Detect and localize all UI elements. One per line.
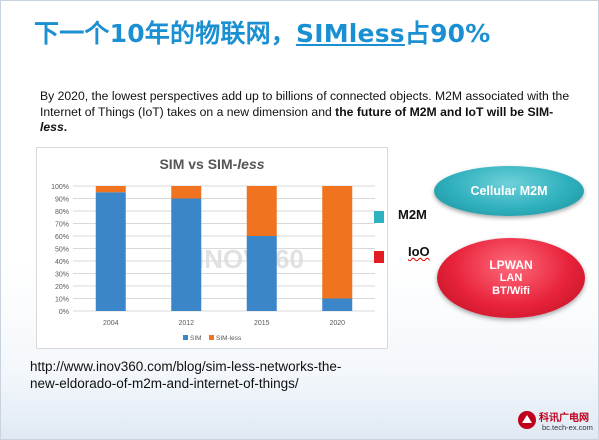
x-tick-label: 2015	[254, 320, 270, 327]
m2m-square-icon	[374, 211, 384, 223]
bar-simless-2012	[171, 186, 202, 199]
y-tick-label: 60%	[55, 234, 69, 241]
bar-sim-2020	[322, 298, 353, 311]
bar-sim-2012	[171, 198, 202, 311]
legend-swatch	[209, 335, 214, 340]
y-tick-label: 100%	[51, 184, 69, 191]
cellular-m2m-ellipse: Cellular M2M	[434, 166, 584, 216]
y-tick-label: 50%	[55, 247, 69, 254]
lpwan-ellipse: LPWAN LAN BT/Wifi	[437, 238, 585, 318]
stacked-bar-chart: INOV3600%10%20%30%40%50%60%70%80%90%100%…	[51, 184, 375, 342]
y-tick-label: 30%	[55, 272, 69, 279]
y-tick-label: 80%	[55, 209, 69, 216]
chart-container: SIM vs SIM-less INOV3600%10%20%30%40%50%…	[36, 147, 388, 349]
legend-entry: SIM-less	[216, 335, 242, 342]
y-tick-label: 40%	[55, 259, 69, 266]
x-tick-label: 2020	[329, 320, 345, 327]
title-emphasis: SIMless	[296, 19, 405, 48]
x-tick-label: 2012	[178, 320, 194, 327]
intro-paragraph: By 2020, the lowest perspectives add up …	[40, 89, 570, 134]
bar-simless-2020	[322, 186, 353, 299]
chart-title: SIM vs SIM-less	[159, 156, 265, 172]
y-tick-label: 0%	[59, 309, 69, 316]
ioo-label: IoO	[408, 244, 430, 259]
slide-title: 下一个10年的物联网，SIMless占90%	[34, 19, 491, 48]
legend-swatch	[183, 335, 188, 340]
ioo-square-icon	[374, 251, 384, 263]
y-tick-label: 90%	[55, 197, 69, 204]
bar-sim-2015	[246, 236, 277, 311]
site-logo: 科讯广电网 bc.tech-ex.com	[515, 407, 597, 437]
logo-mark-icon	[518, 411, 536, 429]
y-tick-label: 70%	[55, 222, 69, 229]
y-tick-label: 20%	[55, 284, 69, 291]
x-tick-label: 2004	[103, 320, 119, 327]
bar-simless-2004	[95, 186, 126, 193]
y-tick-label: 10%	[55, 297, 69, 304]
bar-simless-2015	[246, 186, 277, 236]
m2m-label: M2M	[398, 207, 427, 222]
source-url[interactable]: http://www.inov360.com/blog/sim-less-net…	[30, 359, 342, 391]
bar-sim-2004	[95, 192, 126, 311]
legend-entry: SIM	[190, 335, 202, 342]
